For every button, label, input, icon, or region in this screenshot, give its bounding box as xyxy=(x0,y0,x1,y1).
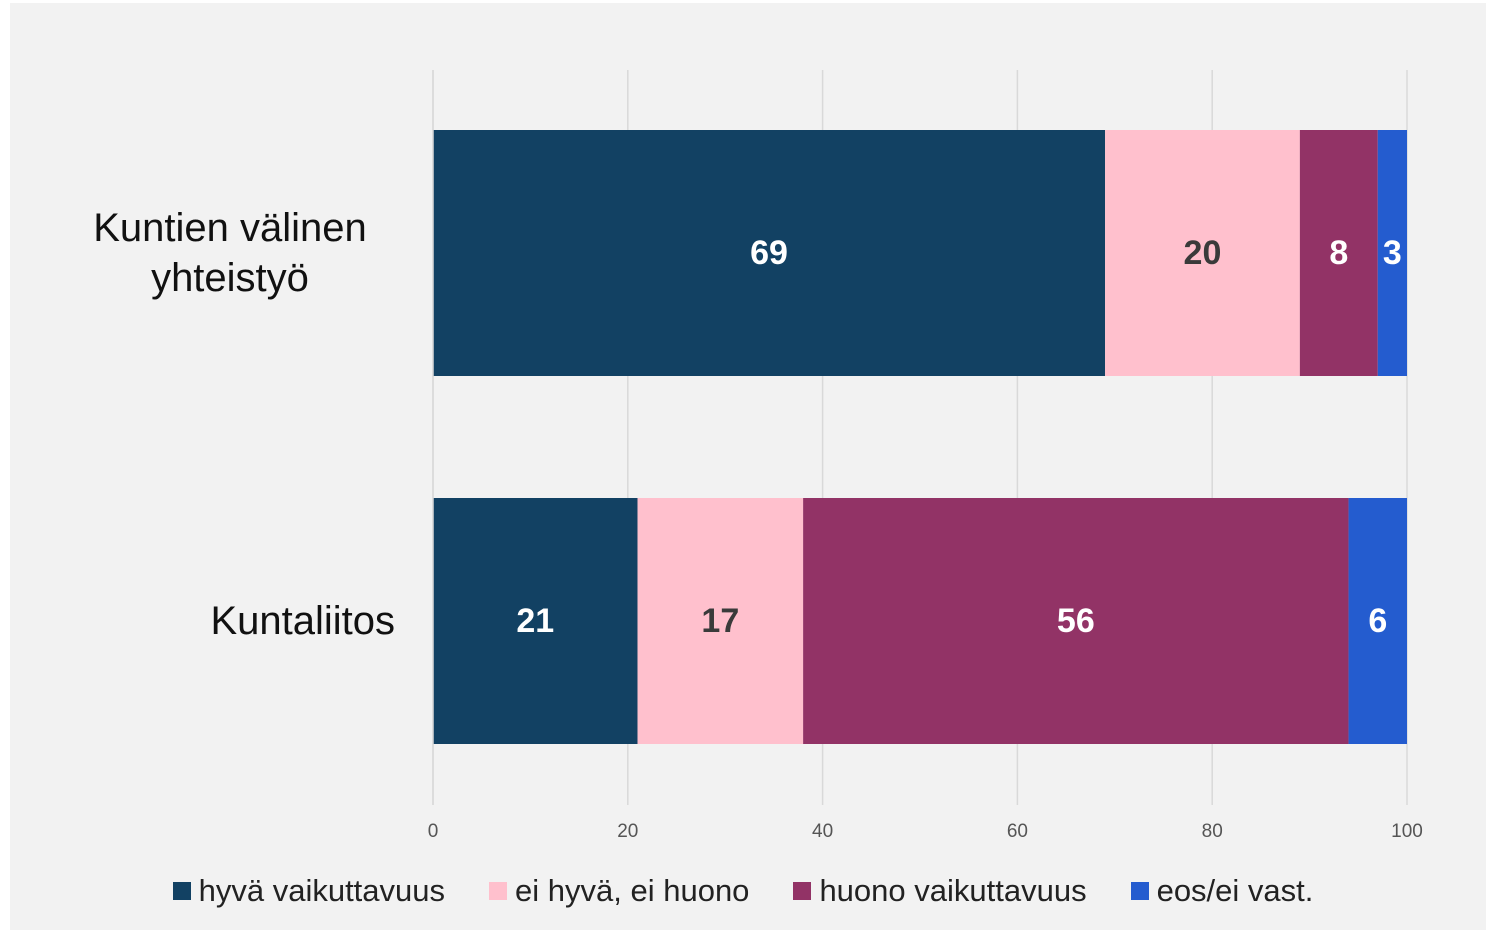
bar-segment xyxy=(1377,130,1407,376)
legend-swatch xyxy=(793,882,812,900)
legend-swatch xyxy=(172,882,191,900)
legend-item: huono vaikuttavuus xyxy=(793,873,1087,909)
data-label: 56 xyxy=(1057,602,1095,640)
bar-segment xyxy=(803,498,1349,744)
bar-segment xyxy=(1299,130,1378,376)
bar-segment xyxy=(1348,498,1407,744)
bar-segment xyxy=(1105,130,1300,376)
bar-segment xyxy=(637,498,804,744)
x-tick-label: 100 xyxy=(1391,821,1423,842)
legend-item: eos/ei vast. xyxy=(1130,873,1314,909)
category-label: Kuntaliitos xyxy=(210,599,395,643)
legend-label: hyvä vaikuttavuus xyxy=(198,873,446,908)
data-label: 20 xyxy=(1184,234,1222,272)
legend-swatch xyxy=(1130,882,1149,900)
legend-item: ei hyvä, ei huono xyxy=(489,873,749,909)
legend-label: eos/ei vast. xyxy=(1156,873,1314,908)
legend: hyvä vaikuttavuus ei hyvä, ei huono huono … xyxy=(0,873,1486,909)
bar-segment xyxy=(433,130,1106,376)
data-label: 21 xyxy=(516,602,554,640)
legend-item: hyvä vaikuttavuus xyxy=(172,873,446,909)
category-label: Kuntien välinen yhteistyö xyxy=(93,206,367,300)
data-label: 3 xyxy=(1383,234,1402,272)
legend-label: ei hyvä, ei huono xyxy=(515,873,750,908)
data-label: 17 xyxy=(701,602,739,640)
x-tick-label: 80 xyxy=(1202,821,1223,842)
x-tick-label: 40 xyxy=(812,821,833,842)
legend-label: huono vaikuttavuus xyxy=(819,873,1087,908)
legend-swatch xyxy=(489,882,508,900)
x-tick-label: 60 xyxy=(1007,821,1028,842)
data-label: 69 xyxy=(750,234,788,272)
bar-segment xyxy=(433,498,638,744)
x-tick-label: 20 xyxy=(617,821,638,842)
data-label: 8 xyxy=(1329,234,1348,272)
data-label: 6 xyxy=(1368,602,1387,640)
x-tick-label: 0 xyxy=(428,821,439,842)
